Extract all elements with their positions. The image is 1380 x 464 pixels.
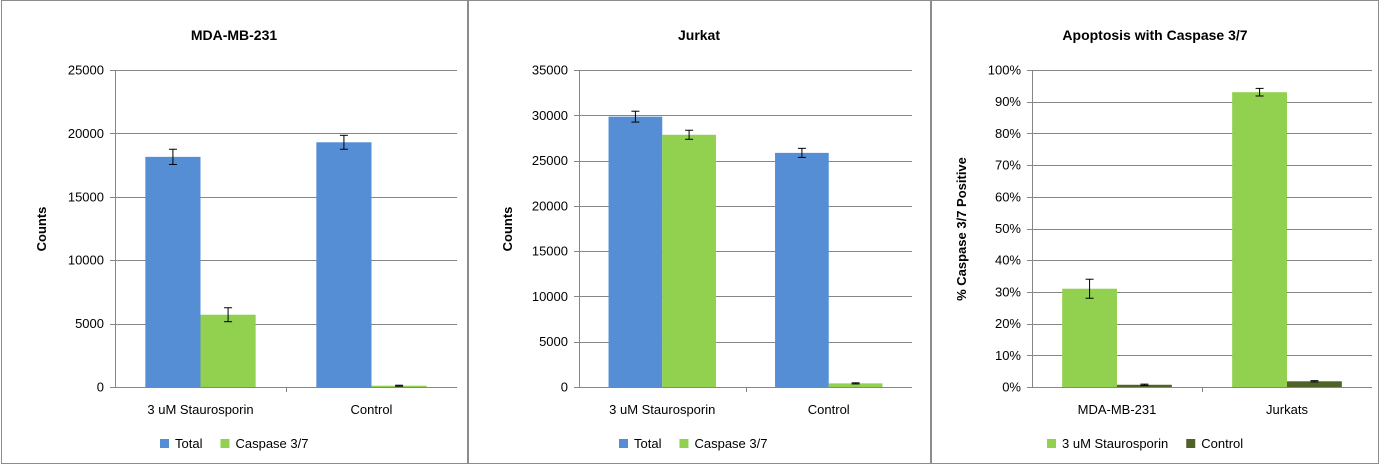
- y-tick-label: 20000: [68, 126, 104, 141]
- legend-swatch-total: [619, 439, 628, 448]
- x-tick-label: Control: [808, 402, 850, 417]
- y-tick-label: 15000: [68, 189, 104, 204]
- x-tick-label: Control: [351, 402, 393, 417]
- y-tick-label: 30000: [532, 108, 568, 123]
- y-tick-label: 60%: [995, 189, 1021, 204]
- x-tick-label: Jurkats: [1266, 402, 1308, 417]
- x-tick-label: 3 uM Staurosporin: [609, 402, 715, 417]
- chart-panel-jurkat: Jurkat Counts 0 5000 10000 15000 20000 25000 3…: [468, 0, 931, 464]
- chart-panel-mda: MDA-MB-231 Counts 0 5000 10000 15000 20000 25…: [1, 0, 468, 464]
- chart-title: Jurkat: [678, 27, 720, 43]
- y-tick-label: 0%: [1002, 380, 1021, 395]
- y-tick-label: 5000: [539, 334, 568, 349]
- y-tick-label: 10000: [68, 253, 104, 268]
- bar-total: [775, 152, 829, 387]
- legend: 3 uM Staurosporin Control: [1047, 436, 1243, 451]
- bar-total: [608, 116, 663, 387]
- legend-label-total: Total: [175, 436, 203, 451]
- legend-label-caspase: Caspase 3/7: [694, 436, 767, 451]
- y-tick-label: 5000: [75, 316, 104, 331]
- y-tick-label: 10000: [532, 289, 568, 304]
- legend: Total Caspase 3/7: [619, 436, 767, 451]
- legend-swatch-caspase: [220, 439, 230, 448]
- chart-title: MDA-MB-231: [191, 27, 278, 43]
- y-axis-label: Counts: [34, 207, 49, 252]
- legend-label-staurosporin: 3 uM Staurosporin: [1062, 436, 1168, 451]
- chart-svg-mda: MDA-MB-231 Counts 0 5000 10000 15000 20000 25…: [34, 27, 457, 451]
- y-tick-label: 0: [97, 380, 104, 395]
- y-tick-label: 80%: [995, 126, 1021, 141]
- bar-control: [1287, 381, 1342, 387]
- legend: Total Caspase 3/7: [160, 436, 308, 451]
- legend-label-caspase: Caspase 3/7: [235, 436, 308, 451]
- y-tick-label: 20000: [532, 198, 568, 213]
- bar-staurosporin: [1062, 288, 1117, 387]
- y-tick-label: 30%: [995, 284, 1021, 299]
- y-tick-label: 0: [561, 380, 568, 395]
- y-tick-label: 10%: [995, 348, 1021, 363]
- chart-panel-apoptosis: Apoptosis with Caspase 3/7 % Caspase 3/7…: [931, 0, 1379, 464]
- y-tick-label: 40%: [995, 253, 1021, 268]
- x-tick-label: 3 uM Staurosporin: [147, 402, 253, 417]
- y-tick-label: 100%: [988, 63, 1022, 78]
- y-tick-label: 50%: [995, 221, 1021, 236]
- y-tick-label: 90%: [995, 94, 1021, 109]
- chart-svg-jurkat: Jurkat Counts 0 5000 10000 15000 20000 25000 3…: [500, 27, 912, 451]
- y-tick-label: 15000: [532, 244, 568, 259]
- y-axis-label: Counts: [500, 207, 515, 252]
- y-tick-label: 70%: [995, 158, 1021, 173]
- bar-caspase: [662, 134, 716, 387]
- legend-swatch-control: [1186, 439, 1196, 448]
- chart-title: Apoptosis with Caspase 3/7: [1062, 27, 1247, 43]
- legend-swatch-staurosporin: [1047, 439, 1056, 448]
- bar-caspase: [828, 383, 883, 387]
- bar-staurosporin: [1232, 92, 1287, 387]
- y-axis-label: % Caspase 3/7 Positive: [954, 157, 969, 301]
- y-tick-label: 25000: [532, 153, 568, 168]
- y-tick-label: 20%: [995, 316, 1021, 331]
- bar-caspase: [200, 314, 256, 387]
- legend-label-control: Control: [1201, 436, 1243, 451]
- legend-label-total: Total: [634, 436, 662, 451]
- y-tick-label: 35000: [532, 63, 568, 78]
- legend-swatch-total: [160, 439, 169, 448]
- bar-total: [316, 142, 372, 387]
- x-tick-label: MDA-MB-231: [1078, 402, 1157, 417]
- bar-total: [145, 156, 201, 387]
- legend-swatch-caspase: [679, 439, 689, 448]
- chart-svg-apoptosis: Apoptosis with Caspase 3/7 % Caspase 3/7…: [954, 27, 1372, 451]
- y-tick-label: 25000: [68, 63, 104, 78]
